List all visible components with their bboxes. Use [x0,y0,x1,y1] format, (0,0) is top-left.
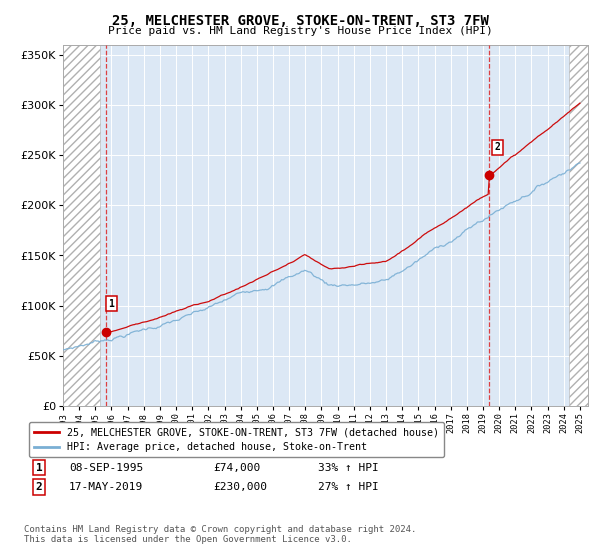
Text: 2: 2 [35,482,43,492]
Text: 33% ↑ HPI: 33% ↑ HPI [318,463,379,473]
Text: 08-SEP-1995: 08-SEP-1995 [69,463,143,473]
Text: £230,000: £230,000 [213,482,267,492]
Text: 1: 1 [109,298,114,309]
Bar [63,45,100,406]
Text: Contains HM Land Registry data © Crown copyright and database right 2024.
This d: Contains HM Land Registry data © Crown c… [24,525,416,544]
Bar [569,45,588,406]
Text: 27% ↑ HPI: 27% ↑ HPI [318,482,379,492]
Text: 25, MELCHESTER GROVE, STOKE-ON-TRENT, ST3 7FW: 25, MELCHESTER GROVE, STOKE-ON-TRENT, ST… [112,14,488,28]
Text: 1: 1 [35,463,43,473]
Text: Price paid vs. HM Land Registry's House Price Index (HPI): Price paid vs. HM Land Registry's House … [107,26,493,36]
Legend: 25, MELCHESTER GROVE, STOKE-ON-TRENT, ST3 7FW (detached house), HPI: Average pri: 25, MELCHESTER GROVE, STOKE-ON-TRENT, ST… [29,422,444,457]
Text: 2: 2 [494,142,500,152]
Text: 17-MAY-2019: 17-MAY-2019 [69,482,143,492]
Text: £74,000: £74,000 [213,463,260,473]
